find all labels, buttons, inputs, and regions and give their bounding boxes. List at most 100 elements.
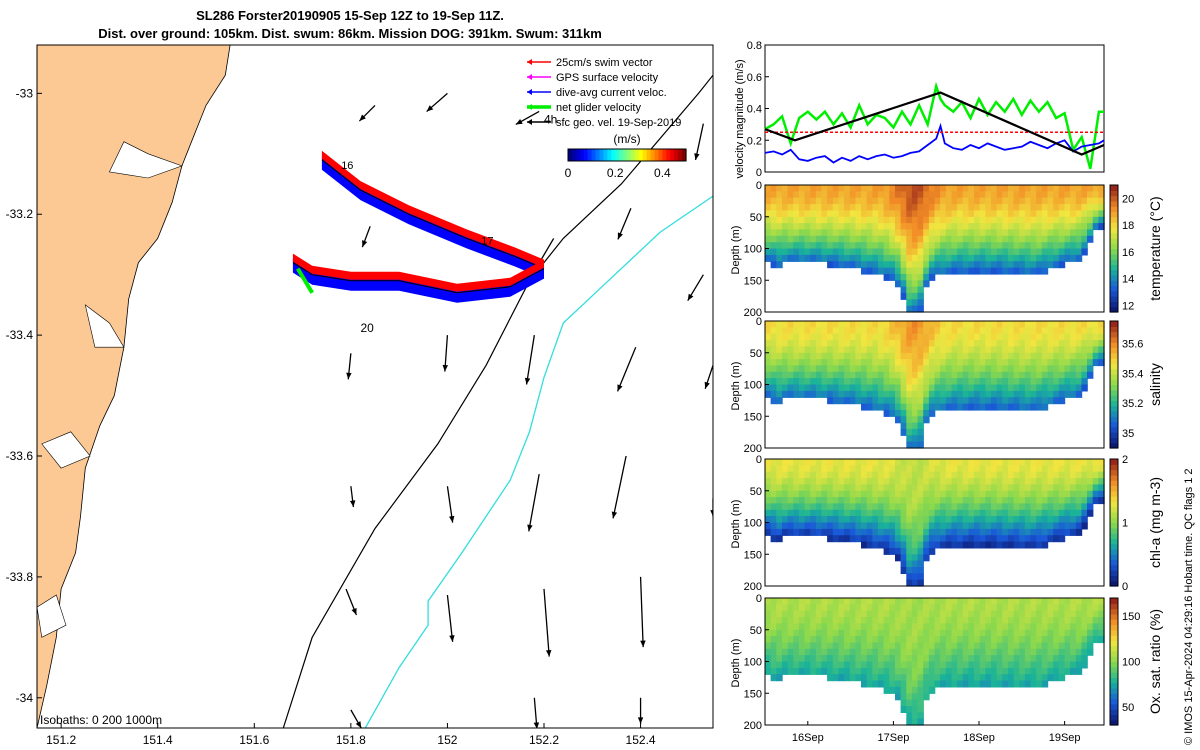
salinity-cell: [810, 321, 817, 328]
temperature-cell: [934, 267, 941, 275]
temperature-cell: [968, 235, 975, 243]
temperature-cell: [895, 210, 902, 218]
chlorophyll-cell: [849, 509, 857, 517]
oxygen-cell: [968, 629, 975, 637]
temperature-cell: [934, 261, 941, 269]
chlorophyll-cell: [1041, 516, 1049, 524]
oxygen-cell: [1013, 629, 1020, 637]
oxygen-cell: [934, 680, 941, 688]
chlorophyll-cell: [1064, 484, 1071, 492]
salinity-cell: [889, 409, 896, 417]
salinity-cell: [945, 397, 953, 405]
salinity-cell: [1070, 390, 1077, 398]
temperature-cell: [810, 210, 817, 218]
current-arrowhead-13: [349, 500, 356, 508]
temperature-cell: [945, 210, 953, 218]
chlorophyll-cell: [906, 459, 913, 466]
temperature-cell: [906, 267, 913, 275]
salinity-cell: [810, 384, 817, 392]
chlorophyll-cell: [957, 516, 964, 524]
temperature-cell: [787, 216, 794, 224]
oxygen-cell: [793, 617, 800, 624]
oxygen-cell: [900, 604, 907, 612]
temperature-cell: [928, 185, 936, 192]
oxygen-cell: [1064, 636, 1071, 644]
chlorophyll-cell: [1008, 465, 1015, 473]
oxygen-cell: [832, 623, 840, 631]
temperature-cell: [1041, 204, 1049, 212]
oxygen-cell: [787, 667, 794, 675]
salinity-cell: [765, 352, 772, 360]
temperature-cell: [1081, 248, 1088, 256]
chlorophyll-cell: [991, 522, 998, 530]
chlorophyll-cell: [815, 471, 823, 479]
chlorophyll-cell: [1036, 484, 1043, 492]
temperature-cell: [872, 229, 879, 237]
oxygen-cell: [1002, 604, 1009, 612]
oxygen-cell: [787, 598, 794, 605]
oxygen-cell: [866, 642, 874, 650]
velocity-colorbar-cell-16: [630, 149, 636, 161]
salinity-cell: [1041, 340, 1049, 348]
oxygen-cell: [1058, 610, 1066, 618]
salinity-cell: [770, 390, 777, 398]
temperature-cell: [979, 235, 987, 243]
oxygen-cell: [770, 636, 777, 644]
salinity-cell: [866, 346, 874, 354]
salinity-cell: [928, 346, 936, 354]
chlorophyll-cell: [945, 478, 953, 486]
map-xtick-label-1: 151.4: [143, 733, 173, 747]
temperature-cell: [787, 248, 794, 256]
chlorophyll-cell: [951, 528, 958, 536]
chlorophyll-cell: [889, 547, 896, 555]
chlorophyll-cell: [804, 465, 811, 473]
salinity-cell: [1081, 352, 1088, 360]
temperature-cell: [1081, 204, 1088, 212]
chlorophyll-cell: [917, 535, 924, 543]
oxygen-cell: [855, 610, 862, 618]
temperature-cell: [810, 191, 817, 199]
oxygen-cell: [782, 610, 789, 618]
temperature-cell: [810, 229, 817, 237]
salinity-cell: [1041, 403, 1049, 411]
chlorophyll-cell: [889, 490, 896, 498]
chlorophyll-cell: [951, 484, 958, 492]
temperature-cell: [1002, 191, 1009, 199]
oxygen-cell: [934, 623, 941, 631]
chlorophyll-cell: [849, 535, 857, 543]
salinity-cell: [765, 359, 772, 367]
temperature-cell: [844, 204, 851, 212]
temperature-cell: [1087, 204, 1094, 212]
temperature-cell: [1058, 223, 1066, 231]
chlorophyll-cell: [782, 516, 789, 524]
oxygen-cell: [895, 636, 902, 644]
oxygen-cell: [1036, 674, 1043, 682]
chlorophyll-cell: [793, 465, 800, 473]
chlorophyll-cell: [895, 471, 902, 479]
salinity-cell: [1008, 327, 1015, 335]
oxygen-cell: [991, 680, 998, 688]
temperature-cell: [1053, 229, 1060, 237]
temperature-cell: [951, 204, 958, 212]
salinity-cell: [838, 390, 845, 398]
chlorophyll-colorbar-cell-12: [1110, 517, 1118, 524]
temperature-cell: [1024, 210, 1032, 218]
oxygen-cell: [883, 629, 890, 637]
temperature-cell: [770, 185, 777, 192]
chlorophyll-cell: [1047, 497, 1054, 505]
salinity-cell: [770, 346, 777, 354]
temperature-cell: [1036, 254, 1043, 262]
temperature-cell: [832, 210, 840, 218]
oxygen-cell: [1070, 598, 1077, 605]
chlorophyll-cell: [1013, 471, 1020, 479]
temperature-cell: [985, 235, 992, 243]
temperature-cell: [917, 305, 924, 313]
salinity-colorbar-cell-17: [1110, 352, 1118, 359]
temperature-cell: [996, 191, 1003, 199]
chlorophyll-cell: [827, 465, 834, 473]
temperature-cell: [900, 292, 907, 300]
temperature-cell: [951, 216, 958, 224]
chlorophyll-cell: [1087, 509, 1094, 517]
salinity-cell: [1008, 352, 1015, 360]
salinity-cell: [878, 397, 885, 405]
